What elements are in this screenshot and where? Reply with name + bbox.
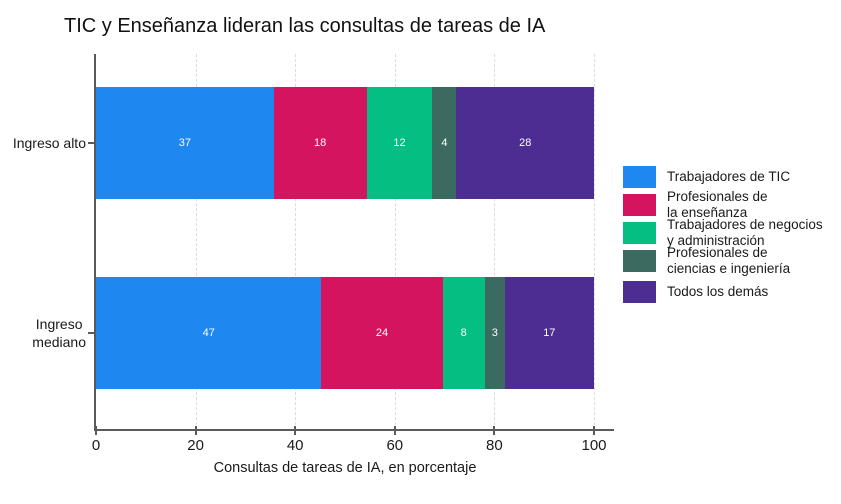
legend-swatch [623,281,656,303]
x-tick-label: 100 [581,437,607,454]
legend: Trabajadores de TIC Profesionales de la en… [623,0,838,504]
gridline-x-80 [494,54,496,430]
legend-entry: Trabajadores de TIC [623,166,790,188]
x-tick-label: 60 [386,437,404,454]
legend-label: Todos los demás [667,284,769,299]
bar-value-label: 12 [393,137,406,149]
bar-segment: 24 [321,277,443,389]
x-tick [194,426,197,435]
bar-segment: 12 [366,87,433,199]
bar-value-label: 24 [375,327,389,339]
bar-segment: 17 [504,277,594,389]
legend-label: Profesionales de la enseñanza [667,189,768,220]
x-tick-label: 80 [486,437,503,454]
legend-swatch [623,194,656,216]
bar-value-label: 18 [314,137,327,149]
bar-value-label: 3 [491,327,498,339]
bar-value-label: 47 [202,327,215,339]
legend-entry: Profesionales de ciencias e ingeniería [623,245,790,277]
bar-segment: 4 [432,87,457,199]
x-tick-label: 40 [286,437,304,454]
legend-entry: Todos los demás [623,281,768,303]
legend-entry: Trabajadores de negocios y administración [623,217,823,249]
plot-area: 37 18 12 4 28 47 24 8 3 17 [96,54,595,430]
bar-ingreso-mediano: 47 24 8 3 17 [96,277,594,389]
bar-segment: 47 [96,277,322,389]
x-tick [294,426,297,435]
x-tick-label: 20 [187,437,204,454]
x-axis-line [94,429,614,431]
legend-swatch [623,166,656,188]
x-tick [393,426,396,435]
x-tick-label: 0 [91,437,101,454]
legend-entry: Profesionales de la enseñanza [623,189,768,221]
gridline-x-100 [594,54,595,430]
x-tick [593,426,595,435]
bar-segment: 3 [484,277,505,389]
gridline-x-40 [295,54,297,430]
bar-segment: 18 [273,87,367,199]
x-axis-title: Consultas de tareas de IA, en porcentaje [213,460,477,476]
bar-segment: 8 [442,277,485,389]
bar-value-label: 37 [178,137,191,149]
gridline-x-20 [195,54,197,430]
x-tick [493,426,496,435]
chart-title: TIC y Enseñanza lideran las consultas de… [64,15,546,37]
bar-segment: 37 [96,87,274,199]
y-tick [88,142,94,144]
x-tick [95,426,97,435]
bar-value-label: 8 [460,327,467,339]
legend-label: Profesionales de ciencias e ingeniería [667,245,791,276]
y-axis-line [94,54,96,431]
legend-swatch [623,222,656,244]
gridline-x-60 [394,54,396,430]
y-tick-label: Ingreso alto [12,135,86,151]
bar-value-label: 4 [441,137,448,149]
bar-value-label: 17 [543,327,556,339]
legend-label: Trabajadores de negocios y administración [667,217,823,248]
legend-label: Trabajadores de TIC [667,169,791,184]
legend-swatch [623,250,656,272]
bar-value-label: 28 [519,137,532,149]
y-tick [88,332,94,334]
bar-segment: 28 [456,87,594,199]
bar-ingreso-alto: 37 18 12 4 28 [96,87,594,199]
y-tick-label: Ingreso mediano [32,316,86,350]
